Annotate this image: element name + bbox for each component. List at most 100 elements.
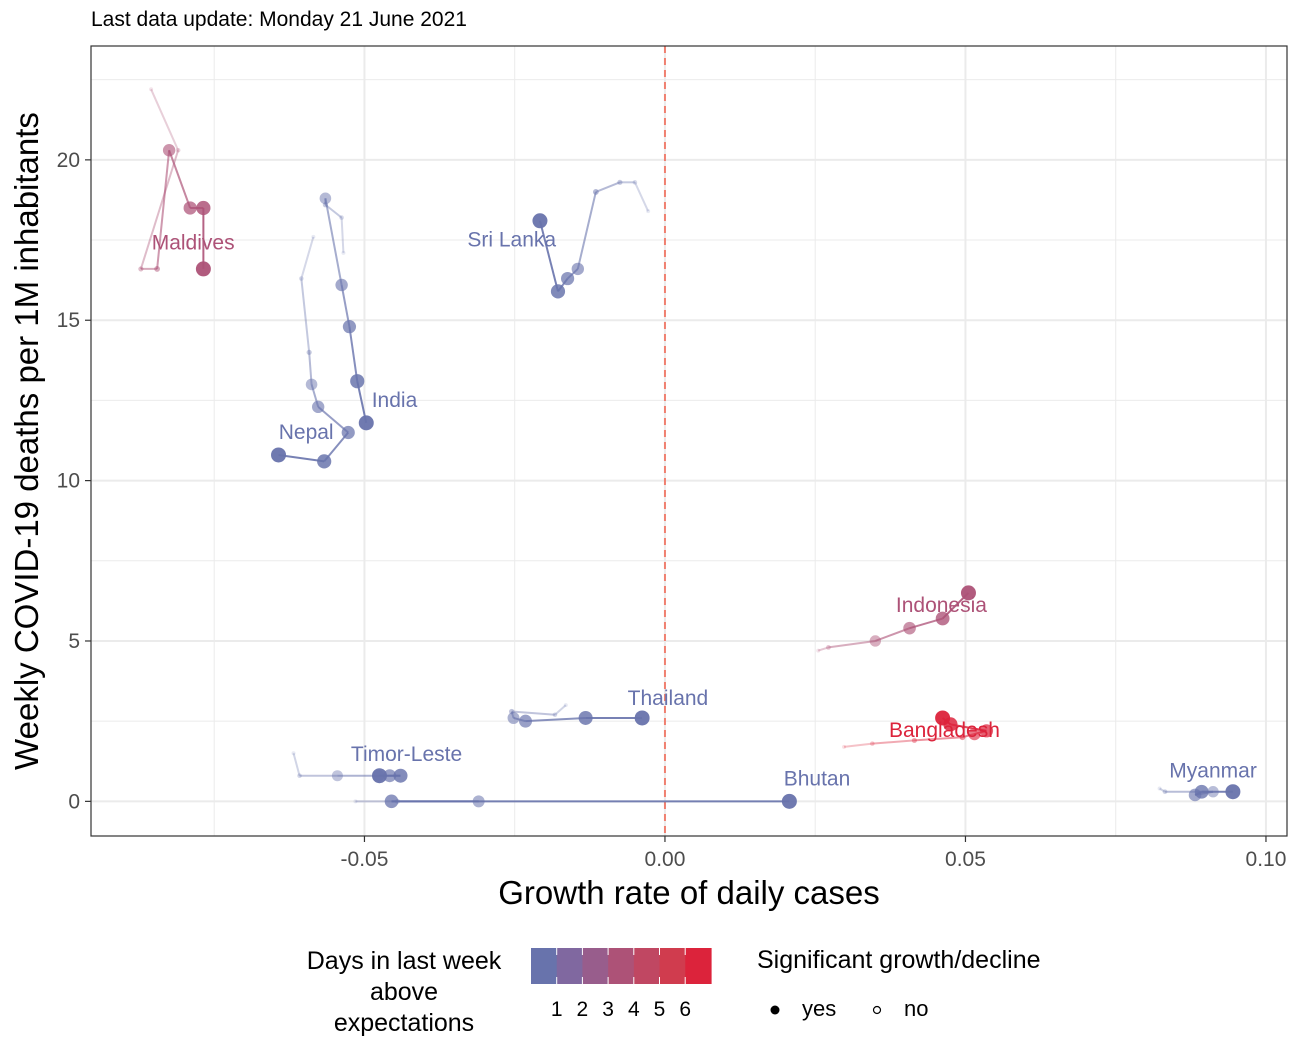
trajectory-segment xyxy=(324,198,343,286)
color-scale-swatch xyxy=(582,948,609,984)
trajectory-segment xyxy=(156,150,171,270)
series-bangladesh xyxy=(842,710,994,749)
country-label: Nepal xyxy=(279,421,334,444)
trajectory-segment xyxy=(340,284,351,327)
country-label: India xyxy=(372,389,418,412)
data-point xyxy=(331,770,343,782)
trajectory-segment xyxy=(576,191,597,270)
trajectory-segment xyxy=(595,181,621,193)
country-label: Thailand xyxy=(628,687,709,710)
data-point xyxy=(532,213,548,229)
significance-legend-title: Significant growth/decline xyxy=(757,946,1041,974)
data-point xyxy=(1207,786,1219,798)
country-label: Sri Lanka xyxy=(467,228,556,251)
y-tick-label: 20 xyxy=(57,149,80,172)
trajectory-segment xyxy=(308,352,313,385)
data-point xyxy=(935,611,950,626)
color-legend-title-line: Days in last week xyxy=(306,947,502,975)
significance-legend-no: no xyxy=(870,996,928,1022)
significance-legend-yes: yes xyxy=(768,996,836,1022)
data-point xyxy=(383,769,397,783)
data-point xyxy=(311,400,325,414)
trajectory-segment xyxy=(872,739,915,745)
data-point xyxy=(196,200,211,216)
color-scale-label: 3 xyxy=(602,998,614,1021)
color-legend-title-line: above xyxy=(369,978,439,1006)
trajectory-segment xyxy=(525,716,586,723)
data-point xyxy=(341,250,346,255)
country-label: Timor-Leste xyxy=(351,743,462,766)
trajectory-segment xyxy=(139,149,180,270)
plot-border xyxy=(90,45,1288,837)
data-point xyxy=(507,711,520,724)
data-point xyxy=(341,425,355,440)
data-point xyxy=(911,737,917,744)
color-scale-label: 5 xyxy=(654,998,666,1021)
data-point xyxy=(781,793,797,809)
series-sri-lanka xyxy=(532,179,651,299)
y-tick-label: 5 xyxy=(68,630,80,653)
data-point xyxy=(384,794,399,809)
data-point xyxy=(291,751,296,756)
data-point xyxy=(305,378,318,391)
data-point xyxy=(617,179,623,185)
data-point xyxy=(175,147,181,153)
y-tick-label: 15 xyxy=(57,309,80,332)
data-point xyxy=(472,795,485,808)
data-point xyxy=(870,741,875,746)
data-point xyxy=(1194,784,1209,799)
data-series xyxy=(138,87,1241,809)
series-indonesia xyxy=(816,585,976,653)
color-scale-swatch xyxy=(556,948,584,984)
color-scale-swatch xyxy=(531,948,558,984)
trajectory-segment xyxy=(554,704,567,716)
trajectory-segment xyxy=(278,453,325,463)
country-label: Bangladesh xyxy=(889,719,1000,742)
data-point xyxy=(979,724,994,738)
data-point xyxy=(560,271,575,286)
data-point xyxy=(195,261,211,277)
color-legend-title-line: expectations xyxy=(333,1009,475,1037)
data-point xyxy=(571,262,585,276)
color-scale-swatch xyxy=(633,948,661,984)
x-tick-label: 0.00 xyxy=(645,848,686,871)
data-point xyxy=(183,201,197,215)
data-point xyxy=(306,349,312,355)
series-maldives xyxy=(138,87,211,277)
data-point xyxy=(353,799,358,804)
series-myanmar xyxy=(1157,784,1241,802)
data-point xyxy=(592,189,599,195)
filled-dot-icon xyxy=(770,1005,780,1015)
data-point xyxy=(154,266,161,272)
data-point xyxy=(162,144,176,157)
color-scale-label: 4 xyxy=(628,998,640,1021)
trajectory-segment xyxy=(817,646,829,652)
data-point xyxy=(317,454,332,469)
trajectory-segment xyxy=(300,278,311,353)
data-point xyxy=(550,284,566,299)
series-india xyxy=(319,192,374,431)
trajectory-segment xyxy=(168,149,192,209)
data-point xyxy=(335,278,348,292)
color-scale-label: 2 xyxy=(577,998,589,1021)
data-point xyxy=(299,276,304,281)
trajectory-segment xyxy=(324,203,343,219)
x-tick-label: -0.05 xyxy=(341,848,389,871)
data-point xyxy=(319,192,332,205)
x-axis-title: Growth rate of daily cases xyxy=(498,874,880,911)
data-point xyxy=(1157,786,1162,791)
data-point xyxy=(149,87,154,92)
x-tick-label: 0.10 xyxy=(1246,848,1287,871)
legend-yes-label: yes xyxy=(802,996,837,1021)
color-scale-swatch xyxy=(659,948,686,984)
data-point xyxy=(1162,789,1168,795)
data-point xyxy=(646,209,651,214)
trajectory-segment xyxy=(538,220,559,292)
data-point xyxy=(393,768,408,783)
data-point xyxy=(311,234,316,239)
color-scale-swatch xyxy=(608,948,635,984)
color-legend-title: Days in last week above expectations xyxy=(288,946,520,1039)
trajectory-segment xyxy=(511,710,556,716)
